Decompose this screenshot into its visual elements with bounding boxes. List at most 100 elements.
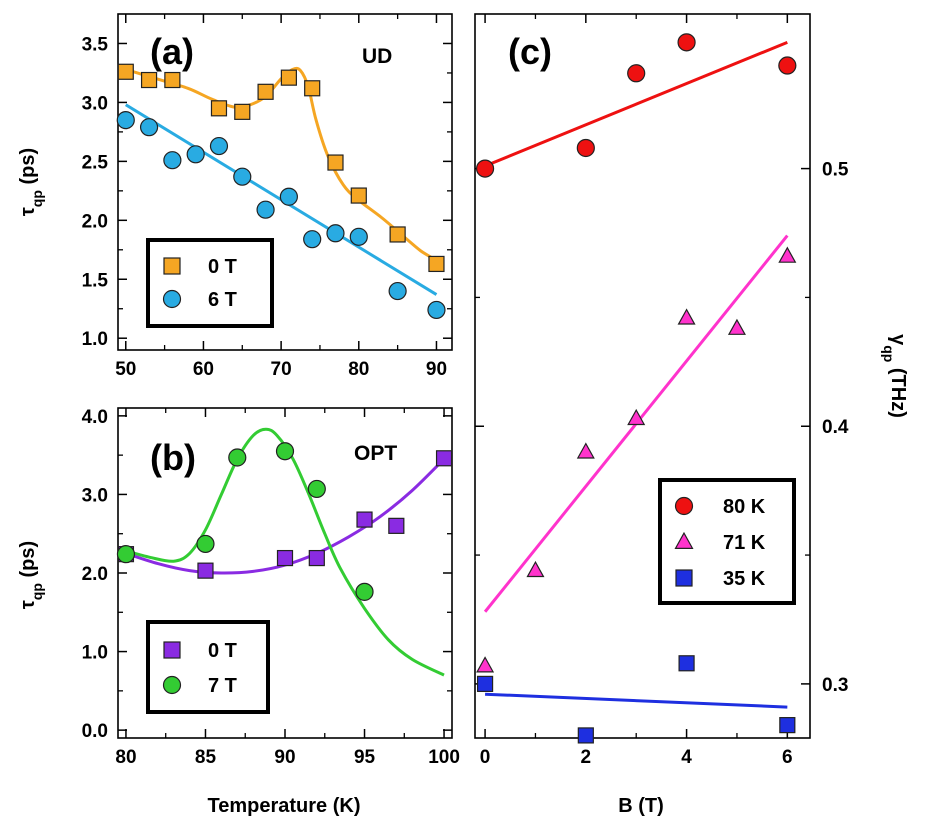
legend-marker	[162, 675, 182, 695]
x-axis-label: B (T)	[618, 795, 664, 817]
data-point-6-T	[139, 118, 159, 137]
y-axis-label-subscript: qp	[29, 583, 45, 600]
data-point-6-T	[349, 227, 368, 246]
data-point-80-K	[778, 56, 797, 75]
x-tick-label: 100	[428, 747, 460, 768]
legend-marker	[674, 496, 694, 516]
data-point-0-T	[117, 63, 134, 80]
panel-label: (b)	[150, 437, 196, 478]
data-point-0-T	[356, 511, 373, 528]
y-axis-label-unit: (THz)	[887, 362, 909, 418]
y-tick-label: 3.0	[82, 485, 108, 506]
data-point-6-T	[388, 281, 407, 301]
data-point-7-T	[196, 534, 215, 554]
data-point-7-T	[275, 442, 295, 461]
y-axis-label: τqp (ps)	[17, 541, 45, 609]
y-axis-label-subscript: qp	[881, 345, 897, 362]
data-point-35-K	[476, 675, 494, 692]
fit-line-7-T	[125, 427, 445, 677]
x-tick-label: 4	[681, 747, 692, 768]
data-point-0-T	[435, 450, 453, 467]
data-point-7-T	[355, 582, 374, 601]
x-axis-label: Temperature (K)	[208, 795, 361, 817]
y-axis-label-symbol: τ	[17, 600, 39, 609]
data-point-71-K	[727, 318, 746, 335]
y-tick-label: 0.4	[822, 417, 849, 438]
data-point-6-T	[326, 224, 345, 243]
data-point-7-T	[228, 448, 247, 467]
x-tick-label: 95	[354, 747, 376, 768]
x-tick-label: 0	[480, 747, 491, 768]
panel-c: 0 2 4 6 0.3 0.4 0.5 (c) 80 K 71 K 35 K γqp (THz) B (…	[474, 13, 909, 817]
legend-box	[146, 620, 270, 714]
x-tick-label: 90	[274, 747, 295, 768]
plot-frame	[474, 13, 811, 739]
legend-label: 80 K	[723, 496, 766, 518]
data-point-0-T	[428, 255, 445, 273]
fit-line-0-T	[125, 66, 438, 262]
x-tick-label: 6	[782, 747, 793, 768]
data-point-71-K	[576, 442, 595, 459]
data-point-6-T	[233, 167, 252, 186]
data-point-7-T	[116, 545, 136, 564]
legend-label: 0 T	[208, 256, 237, 278]
y-tick-label: 1.5	[82, 270, 109, 291]
data-point-6-T	[256, 200, 275, 219]
y-axis-label: γqp (THz)	[881, 334, 909, 418]
panel-tag: OPT	[354, 442, 397, 465]
y-tick-label: 0.5	[822, 160, 849, 181]
legend-label: 0 T	[208, 640, 237, 662]
data-point-6-T	[116, 111, 135, 130]
data-point-6-T	[427, 300, 446, 320]
panel-b: 80 85 90 95 100 0.0 1.0 2.0 3.0 4.0 (b) OPT 0 T 7 T τq…	[17, 407, 460, 817]
legend-marker	[675, 569, 693, 587]
y-axis-label-subscript: qp	[29, 190, 45, 207]
data-point-6-T	[186, 145, 205, 164]
legend-label: 7 T	[208, 675, 237, 697]
data-point-0-T	[276, 549, 294, 567]
legend-marker	[163, 257, 181, 275]
x-tick-label: 70	[271, 359, 292, 380]
plot-frame	[117, 13, 453, 351]
panel-tag: UD	[362, 45, 392, 68]
data-point-71-K	[476, 656, 495, 673]
x-tick-label: 90	[426, 359, 447, 380]
data-point-6-T	[279, 187, 298, 206]
legend-label: 71 K	[723, 532, 766, 554]
legend-label: 35 K	[723, 568, 766, 590]
data-point-0-T	[140, 71, 158, 89]
data-point-0-T	[327, 154, 344, 171]
y-tick-label: 0.3	[822, 675, 848, 696]
data-point-0-T	[388, 517, 405, 534]
data-point-6-T	[303, 230, 322, 249]
x-tick-label: 80	[115, 747, 136, 768]
y-axis-label-unit: (ps)	[17, 541, 39, 583]
data-point-6-T	[209, 136, 229, 156]
fit-line-35-K	[485, 692, 788, 709]
data-point-0-T	[280, 69, 297, 86]
data-point-0-T	[389, 226, 406, 243]
data-point-0-T	[164, 71, 181, 89]
y-tick-label: 4.0	[82, 407, 108, 428]
data-point-0-T	[257, 83, 274, 100]
y-axis-label: τqp (ps)	[17, 148, 45, 216]
data-point-80-K	[475, 159, 495, 178]
y-tick-label: 2.0	[82, 211, 108, 232]
data-point-6-T	[163, 151, 182, 170]
data-point-0-T	[234, 103, 251, 120]
y-tick-label: 3.0	[82, 93, 108, 114]
x-tick-label: 50	[115, 359, 136, 380]
panel-label: (a)	[150, 31, 194, 72]
data-point-71-K	[627, 408, 646, 426]
data-point-0-T	[304, 80, 321, 97]
data-point-35-K	[779, 717, 796, 734]
legend-marker	[163, 641, 181, 659]
data-point-80-K	[627, 64, 646, 83]
legend-box	[146, 238, 274, 328]
data-point-35-K	[678, 655, 695, 672]
data-point-80-K	[576, 138, 595, 158]
y-axis-label-symbol: γ	[887, 334, 909, 346]
y-tick-label: 2.0	[82, 564, 108, 585]
legend-marker	[162, 289, 182, 309]
